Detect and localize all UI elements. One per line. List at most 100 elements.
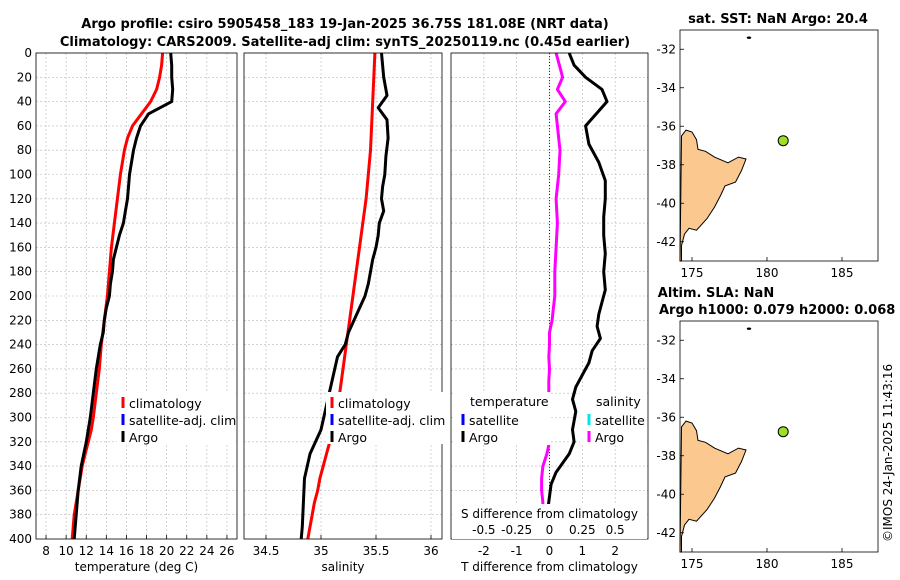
x-tick-label: 26 <box>219 544 234 558</box>
y-tick-label: 280 <box>9 386 32 400</box>
y-tick-label: -40 <box>656 487 676 501</box>
y-tick-label: 120 <box>9 192 32 206</box>
legend-background <box>455 392 551 445</box>
y-tick-label: 220 <box>9 313 32 327</box>
series-line-argo <box>299 52 390 540</box>
difference-panel: -2 -1 0 1 2 T difference from climatology S di… <box>450 52 649 574</box>
legend-entry-label: satellite-adj. clim <box>338 413 445 428</box>
y-tick-label: 20 <box>17 70 32 84</box>
x-tick-label: 24 <box>199 544 214 558</box>
s-tick-label: 0.25 <box>569 523 596 537</box>
legend-background <box>326 392 444 444</box>
sst-map-panel: -32 -34 -36 -38 -40 -42 175 180 185 sat. SST: NaN… <box>656 12 879 280</box>
map-background <box>680 30 878 261</box>
x-axis-label: salinity <box>321 560 364 574</box>
s-tick-label: 0.5 <box>606 523 625 537</box>
y-tick-label: 380 <box>9 508 32 522</box>
land-polygon <box>679 420 747 553</box>
s-axis-label: S difference from climatology <box>461 507 638 521</box>
x-tick-label: 18 <box>139 544 154 558</box>
y-tick-label: -32 <box>656 333 676 347</box>
legend-entry-label: Argo <box>469 430 498 445</box>
plot-frame <box>243 52 443 540</box>
legend-entry-label: Argo <box>595 430 624 445</box>
s-tick-label: -0.5 <box>472 523 495 537</box>
s-tick-label: -0.25 <box>501 523 532 537</box>
x-tick-label: 35 <box>313 544 328 558</box>
y-tick-label: -32 <box>656 42 676 56</box>
x-tick-label: 12 <box>79 544 94 558</box>
y-tick-label: 160 <box>9 240 32 254</box>
legend-entry-label: Argo <box>129 430 158 445</box>
y-tick-label: 100 <box>9 168 32 182</box>
series-line-argo <box>72 52 175 540</box>
x-tick-label: -2 <box>478 544 490 558</box>
legend-title-temperature: temperature <box>470 394 549 409</box>
legend-entry-label: satellite <box>469 413 519 428</box>
y-tick-label: 200 <box>9 289 32 303</box>
y-tick-label: -40 <box>656 196 676 210</box>
sla-map-panel: -32 -34 -36 -38 -40 -42 175 180 185 Altim. SLA: N… <box>656 286 895 571</box>
y-tick-label: -34 <box>656 81 676 95</box>
temperature-panel: 0 20 40 60 80 100 120 140 160 180 200 220 240 260 280 3… <box>9 46 238 574</box>
x-tick-label: 180 <box>756 266 779 280</box>
y-tick-label: -42 <box>656 526 676 540</box>
map-title: sat. SST: NaN Argo: 20.4 <box>688 12 868 27</box>
legend-background <box>580 392 646 445</box>
y-tick-label: 320 <box>9 435 32 449</box>
island-marker <box>746 36 752 39</box>
timestamp: ©IMOS 24-Jan-2025 11:43:16 <box>881 364 895 542</box>
series-line-climatology <box>306 52 377 540</box>
x-axis-label: T difference from climatology <box>460 560 638 574</box>
y-tick-label: 140 <box>9 216 32 230</box>
x-tick-label: 185 <box>831 557 854 571</box>
x-tick-label: 10 <box>59 544 74 558</box>
y-tick-label: -36 <box>656 119 676 133</box>
s-tick-label: 0 <box>546 523 554 537</box>
y-tick-label: 300 <box>9 411 32 425</box>
argo-position-marker <box>777 135 789 147</box>
y-tick-label: 60 <box>17 119 32 133</box>
x-tick-label: 16 <box>119 544 134 558</box>
y-tick-label: 80 <box>17 143 32 157</box>
series-line-t-argo <box>546 52 609 539</box>
y-tick-label: -38 <box>656 449 676 463</box>
legend-entry-label: climatology <box>338 396 411 411</box>
y-tick-label: 240 <box>9 338 32 352</box>
y-tick-label: -36 <box>656 410 676 424</box>
x-tick-label: 175 <box>681 557 704 571</box>
x-tick-label: 185 <box>831 266 854 280</box>
x-tick-label: 22 <box>179 544 194 558</box>
island-marker <box>746 327 752 330</box>
x-tick-label: 8 <box>42 544 50 558</box>
map-subtitle: Argo h1000: 0.079 h2000: 0.068 <box>659 303 895 318</box>
series-line-s-argo <box>540 52 567 540</box>
x-tick-label: 36 <box>423 544 438 558</box>
salinity-panel: 34.5 35 35.5 36 salinity climatology satellite… <box>243 52 445 574</box>
x-tick-label: 14 <box>99 544 114 558</box>
y-tick-label: 340 <box>9 459 32 473</box>
y-tick-label: 40 <box>17 95 32 109</box>
y-tick-label: -42 <box>656 235 676 249</box>
legend-entry-label: satellite <box>595 413 645 428</box>
y-tick-label: 400 <box>9 532 32 546</box>
legend-entry-label: climatology <box>129 396 202 411</box>
x-tick-label: 0 <box>546 544 554 558</box>
x-tick-label: 1 <box>579 544 587 558</box>
legend-background <box>117 392 235 444</box>
y-tick-label: 180 <box>9 265 32 279</box>
land-polygon <box>679 129 747 262</box>
x-tick-label: 34.5 <box>253 544 280 558</box>
figure-title-line2: Climatology: CARS2009. Satellite-adj cli… <box>60 35 630 50</box>
map-frame <box>679 29 879 262</box>
legend-title-salinity: salinity <box>596 394 641 409</box>
series-line-climatology <box>70 52 165 540</box>
figure-title-line1: Argo profile: csiro 5905458_183 19-Jan-2… <box>81 17 608 32</box>
x-tick-label: 35.5 <box>363 544 390 558</box>
map-title: Altim. SLA: NaN <box>658 286 774 301</box>
x-tick-label: 175 <box>681 266 704 280</box>
x-axis-label: temperature (deg C) <box>75 560 198 574</box>
y-tick-label: 260 <box>9 362 32 376</box>
map-frame <box>679 320 879 553</box>
